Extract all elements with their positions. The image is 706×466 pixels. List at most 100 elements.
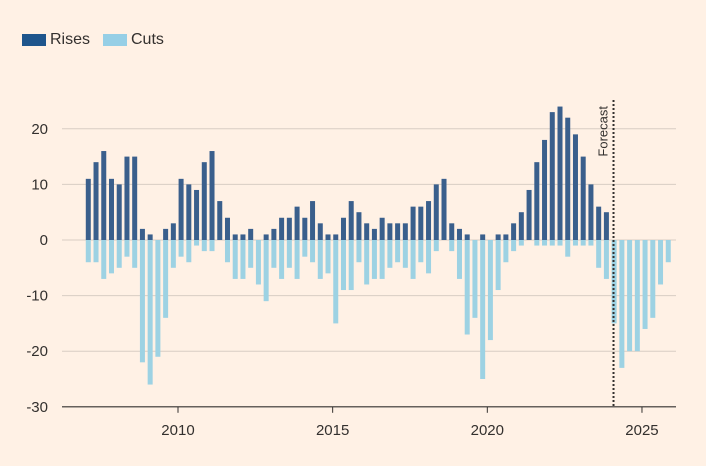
cut-bar xyxy=(433,240,439,252)
rise-bar xyxy=(232,234,238,240)
legend-cuts-swatch xyxy=(103,34,127,46)
rise-bar xyxy=(418,206,424,240)
rise-bar xyxy=(549,112,555,240)
rise-bar xyxy=(572,134,578,240)
rise-bar xyxy=(217,201,223,240)
cut-bar xyxy=(650,240,656,318)
cut-bar xyxy=(658,240,664,285)
cut-bar xyxy=(588,240,594,246)
legend-rises: Rises xyxy=(22,31,90,49)
y-tick-label: -20 xyxy=(26,343,48,360)
cut-bar xyxy=(340,240,346,291)
cut-bar xyxy=(596,240,602,268)
rise-bar xyxy=(565,117,571,240)
cut-bar xyxy=(286,240,292,268)
rise-bar xyxy=(371,228,377,240)
rise-bar xyxy=(163,228,169,240)
rise-bar xyxy=(178,178,184,240)
rise-bar xyxy=(116,184,122,240)
rise-bar xyxy=(124,156,130,240)
cut-bar xyxy=(456,240,462,279)
y-tick-label: 10 xyxy=(31,176,48,193)
cut-bar xyxy=(634,240,640,352)
cut-bar xyxy=(178,240,184,257)
cut-bar xyxy=(642,240,648,329)
rise-bar xyxy=(279,217,285,240)
rise-bar xyxy=(170,223,176,240)
y-tick-label: 0 xyxy=(40,232,48,249)
legend-rises-swatch xyxy=(22,34,46,46)
cut-bar xyxy=(603,240,609,279)
rise-bar xyxy=(139,228,145,240)
rise-bar xyxy=(263,234,269,240)
rise-bar xyxy=(302,217,308,240)
x-tick-label: 2020 xyxy=(471,422,504,439)
cut-bar xyxy=(410,240,416,279)
rise-bar xyxy=(85,178,91,240)
rise-bar xyxy=(348,201,354,240)
cut-bar xyxy=(255,240,261,285)
rise-bar xyxy=(410,206,416,240)
rise-bar xyxy=(93,162,99,240)
cut-bar xyxy=(534,240,540,246)
rise-bar xyxy=(426,201,432,240)
cut-bar xyxy=(85,240,91,263)
rise-bar xyxy=(456,228,462,240)
rise-bar xyxy=(209,151,215,240)
rise-bar xyxy=(240,234,246,240)
rise-bar xyxy=(596,206,602,240)
cut-bar xyxy=(155,240,161,357)
rise-bar xyxy=(356,212,362,240)
cut-bar xyxy=(402,240,408,268)
rise-bar xyxy=(325,234,331,240)
cut-bar xyxy=(263,240,269,302)
rise-bar xyxy=(294,206,300,240)
cut-bar xyxy=(139,240,145,363)
cut-bar xyxy=(302,240,308,257)
rise-bar xyxy=(387,223,393,240)
cut-bar xyxy=(317,240,323,279)
cut-bar xyxy=(480,240,486,379)
rise-bar xyxy=(147,234,153,240)
rise-bar xyxy=(271,228,277,240)
rise-bar xyxy=(248,228,254,240)
x-tick-label: 2010 xyxy=(161,422,194,439)
legend-cuts: Cuts xyxy=(103,31,164,49)
cut-bar xyxy=(495,240,501,291)
cut-bar xyxy=(224,240,230,263)
cut-bar xyxy=(271,240,277,268)
rise-bar xyxy=(441,178,447,240)
cut-bar xyxy=(294,240,300,279)
cut-bar xyxy=(279,240,285,279)
rise-bar xyxy=(340,217,346,240)
rise-bar xyxy=(588,184,594,240)
rise-bar xyxy=(395,223,401,240)
rise-bar xyxy=(495,234,501,240)
cut-bar xyxy=(572,240,578,246)
cut-bar xyxy=(170,240,176,268)
cut-bar xyxy=(542,240,548,246)
cut-bar xyxy=(487,240,493,341)
cut-bar xyxy=(619,240,625,368)
forecast-label: Forecast xyxy=(596,106,611,157)
rise-bar xyxy=(224,217,230,240)
rise-bar xyxy=(186,184,192,240)
rise-bar xyxy=(132,156,138,240)
rise-bar xyxy=(286,217,292,240)
rise-bar xyxy=(449,223,455,240)
rise-bar xyxy=(201,162,207,240)
cut-bar xyxy=(464,240,470,335)
rise-bar xyxy=(317,223,323,240)
cut-bar xyxy=(472,240,478,318)
cut-bar xyxy=(503,240,509,263)
y-tick-label: 20 xyxy=(31,121,48,138)
cut-bar xyxy=(201,240,207,252)
cut-bar xyxy=(549,240,555,246)
rise-bar xyxy=(480,234,486,240)
y-tick-label: -10 xyxy=(26,288,48,305)
cut-bar xyxy=(232,240,238,279)
cut-bar xyxy=(116,240,122,268)
cut-bar xyxy=(580,240,586,246)
rise-bar xyxy=(526,189,532,240)
